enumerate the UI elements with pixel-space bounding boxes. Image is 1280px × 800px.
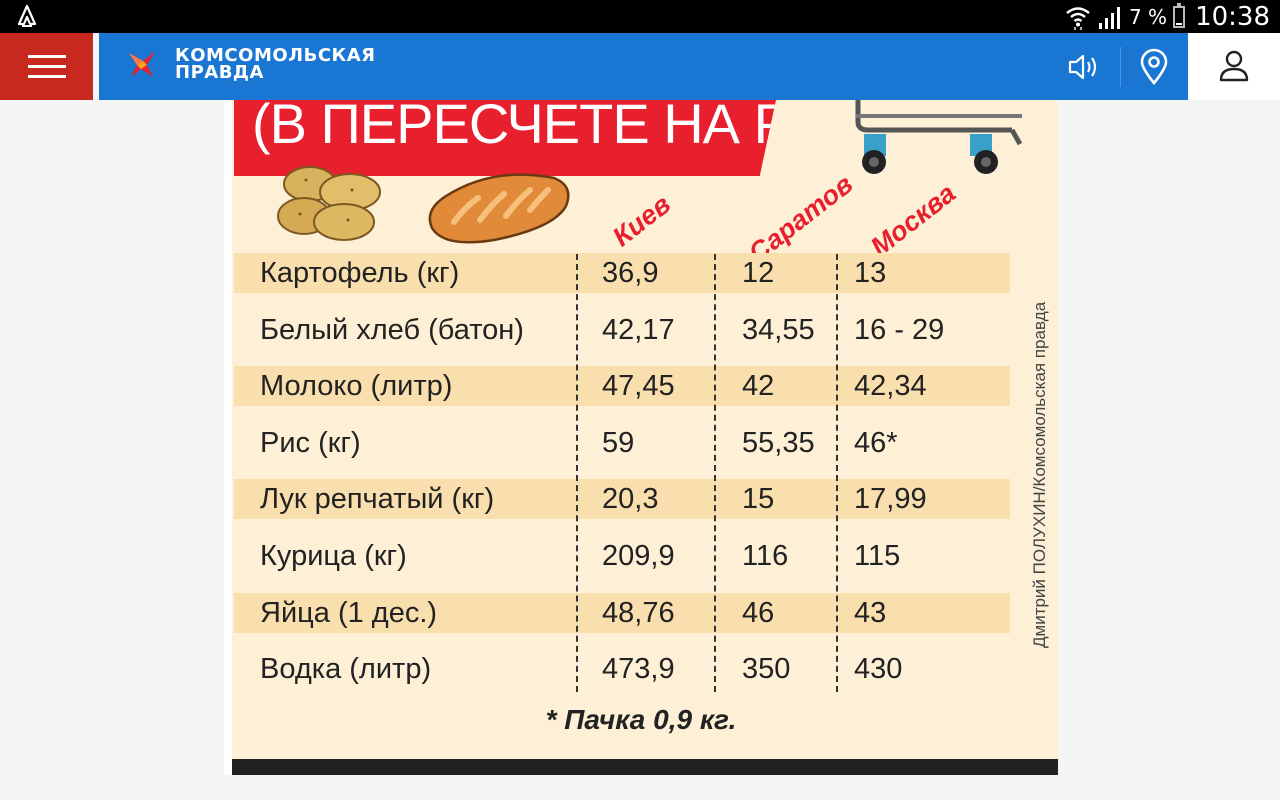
table-row-label: Водка (литр) <box>260 653 432 686</box>
wifi-icon <box>1066 6 1090 30</box>
location-icon <box>1140 48 1168 85</box>
battery-fill <box>1176 22 1183 25</box>
logo-bird-icon <box>129 51 155 77</box>
app-bar: КОМСОМОЛЬСКАЯ ПРАВДА <box>0 33 1280 100</box>
menu-icon <box>27 54 66 79</box>
signal-icon <box>1098 6 1120 29</box>
banner-title: (В ПЕРЕСЧЕТЕ НА РУБЛИ) <box>252 100 952 155</box>
table-cell: 42 <box>742 370 775 403</box>
row-stripe <box>234 479 1010 520</box>
battery-icon <box>1173 2 1186 28</box>
title-banner: (В ПЕРЕСЧЕТЕ НА РУБЛИ) <box>234 100 776 176</box>
table-cell: 17,99 <box>854 483 927 516</box>
city-header-moscow: Москва <box>864 177 962 263</box>
table-cell: 473,9 <box>602 653 675 686</box>
table-cell: 20,3 <box>602 483 659 516</box>
clock: 10:38 <box>1195 1 1270 32</box>
row-stripe <box>234 366 1010 407</box>
user-icon <box>1219 50 1249 82</box>
table-cell: 12 <box>742 257 775 289</box>
table-cell: 47,45 <box>602 370 675 403</box>
table-cell: 34,55 <box>742 313 815 346</box>
table-cell: 46* <box>854 426 898 459</box>
sound-button[interactable] <box>1067 50 1103 84</box>
table-cell: 48,76 <box>602 596 675 629</box>
table-row-label: Молоко (литр) <box>260 370 453 403</box>
bottom-border <box>232 759 1058 775</box>
table-row-label: Картофель (кг) <box>260 257 460 289</box>
table-cell: 16 - 29 <box>854 313 945 346</box>
user-button[interactable] <box>1188 33 1280 100</box>
row-stripe <box>234 253 1010 293</box>
table-cell: 13 <box>854 257 887 289</box>
sound-icon <box>1068 54 1097 80</box>
column-divider <box>714 254 716 692</box>
status-indicators: 7 % 10:38 <box>1065 0 1270 33</box>
status-bar: 7 % 10:38 <box>0 0 1280 33</box>
table-cell: 350 <box>742 653 791 686</box>
site-logo[interactable]: КОМСОМОЛЬСКАЯ ПРАВДА <box>125 45 376 83</box>
footnote: * Пачка 0,9 кг. <box>545 704 737 735</box>
table-row-label: Рис (кг) <box>260 426 361 459</box>
brand-name: КОМСОМОЛЬСКАЯ ПРАВДА <box>175 45 376 83</box>
table-cell: 42,17 <box>602 313 675 346</box>
table-cell: 42,34 <box>854 370 927 403</box>
table-cell: 15 <box>742 483 775 516</box>
brand-line-1: КОМСОМОЛЬСКАЯ <box>175 45 376 66</box>
table-row-label: Курица (кг) <box>260 540 407 572</box>
column-divider <box>576 254 578 692</box>
table-cell: 59 <box>602 426 635 459</box>
photo-credit: Дмитрий ПОЛУХИН/Комсомольская правда <box>1030 301 1049 648</box>
table-cell: 430 <box>854 653 903 686</box>
menu-button[interactable] <box>0 33 93 100</box>
battery-percent: 7 % <box>1128 4 1168 29</box>
table-row-label: Яйца (1 дес.) <box>260 596 438 629</box>
table-cell: 43 <box>854 596 887 629</box>
city-header-kiev: Киев <box>606 188 677 253</box>
brand-line-2: ПРАВДА <box>175 62 264 83</box>
bread-icon <box>428 173 570 244</box>
table-row-label: Белый хлеб (батон) <box>260 313 524 346</box>
table-row-label: Лук репчатый (кг) <box>260 483 495 516</box>
header-divider <box>1120 47 1121 87</box>
app-notification-icon <box>17 4 37 27</box>
table-cell: 115 <box>854 540 901 572</box>
header-bar: КОМСОМОЛЬСКАЯ ПРАВДА <box>99 33 1188 100</box>
table-cell: 55,35 <box>742 426 815 459</box>
column-divider <box>836 254 838 692</box>
table-cell: 116 <box>742 540 789 572</box>
table-cell: 36,9 <box>602 257 659 289</box>
potatoes-icon <box>277 166 381 241</box>
row-stripe <box>234 592 1010 633</box>
shopping-cart-icon <box>855 100 1023 174</box>
price-infographic: (В ПЕРЕСЧЕТЕ НА РУБЛИ) Киев Саратов Моск… <box>224 100 1058 775</box>
table-cell: 46 <box>742 596 775 629</box>
table-cell: 209,9 <box>602 540 675 572</box>
location-button[interactable] <box>1139 48 1169 86</box>
